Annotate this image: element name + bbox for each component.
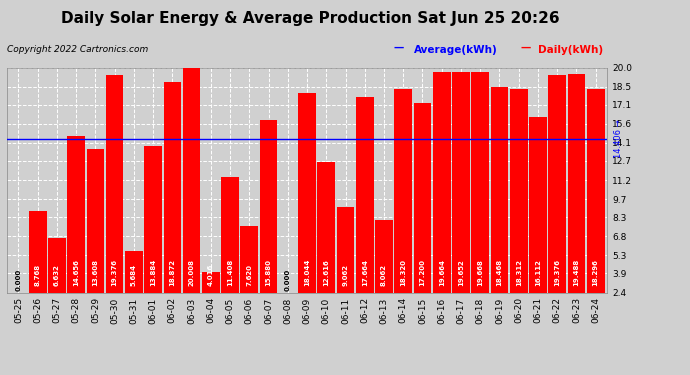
Bar bbox=[375, 220, 393, 323]
Text: 8.768: 8.768 bbox=[34, 264, 41, 286]
Bar bbox=[125, 251, 143, 323]
Text: 0.000: 0.000 bbox=[285, 269, 290, 291]
Text: 19.376: 19.376 bbox=[554, 259, 560, 286]
Bar bbox=[549, 75, 566, 323]
Bar bbox=[356, 98, 373, 323]
Text: 17.200: 17.200 bbox=[420, 259, 426, 286]
Text: 7.620: 7.620 bbox=[246, 264, 253, 286]
Text: 18.468: 18.468 bbox=[496, 259, 502, 286]
Text: 19.652: 19.652 bbox=[458, 260, 464, 286]
Text: 9.062: 9.062 bbox=[342, 264, 348, 286]
Text: 19.664: 19.664 bbox=[439, 259, 445, 286]
Bar bbox=[337, 207, 355, 323]
Text: 18.296: 18.296 bbox=[593, 259, 599, 286]
Text: 18.044: 18.044 bbox=[304, 259, 310, 286]
Text: Copyright 2022 Cartronics.com: Copyright 2022 Cartronics.com bbox=[7, 45, 148, 54]
Text: 18.872: 18.872 bbox=[169, 259, 175, 286]
Bar bbox=[259, 120, 277, 323]
Text: 13.608: 13.608 bbox=[92, 259, 99, 286]
Text: Average(kWh): Average(kWh) bbox=[414, 45, 497, 55]
Bar bbox=[202, 272, 219, 323]
Bar bbox=[433, 72, 451, 323]
Bar bbox=[68, 136, 85, 323]
Text: 14.656: 14.656 bbox=[73, 259, 79, 286]
Text: 16.112: 16.112 bbox=[535, 259, 541, 286]
Text: 18.312: 18.312 bbox=[515, 259, 522, 286]
Bar bbox=[510, 89, 528, 323]
Bar bbox=[452, 72, 470, 323]
Text: Daily(kWh): Daily(kWh) bbox=[538, 45, 603, 55]
Text: 14.406 →: 14.406 → bbox=[614, 120, 623, 158]
Text: 11.408: 11.408 bbox=[227, 259, 233, 286]
Text: 17.664: 17.664 bbox=[362, 259, 368, 286]
Text: —: — bbox=[393, 43, 404, 53]
Bar bbox=[241, 226, 258, 323]
Bar bbox=[106, 75, 124, 323]
Bar bbox=[86, 149, 104, 323]
Bar bbox=[568, 74, 585, 323]
Text: 13.884: 13.884 bbox=[150, 259, 156, 286]
Text: —: — bbox=[521, 43, 531, 53]
Text: 0.000: 0.000 bbox=[15, 269, 21, 291]
Text: 6.632: 6.632 bbox=[54, 264, 60, 286]
Bar bbox=[298, 93, 316, 323]
Bar bbox=[317, 162, 335, 323]
Bar bbox=[183, 68, 201, 323]
Bar bbox=[164, 82, 181, 323]
Text: 19.376: 19.376 bbox=[112, 259, 118, 286]
Bar bbox=[471, 72, 489, 323]
Text: 19.668: 19.668 bbox=[477, 259, 483, 286]
Bar bbox=[413, 103, 431, 323]
Text: 20.008: 20.008 bbox=[188, 259, 195, 286]
Text: 8.062: 8.062 bbox=[381, 264, 387, 286]
Text: 4.016: 4.016 bbox=[208, 264, 214, 286]
Bar bbox=[491, 87, 509, 323]
Bar bbox=[529, 117, 546, 323]
Bar bbox=[144, 146, 162, 323]
Bar bbox=[586, 89, 604, 323]
Bar bbox=[48, 238, 66, 323]
Text: 18.320: 18.320 bbox=[400, 259, 406, 286]
Text: 19.488: 19.488 bbox=[573, 259, 580, 286]
Text: 5.684: 5.684 bbox=[131, 264, 137, 286]
Bar bbox=[221, 177, 239, 323]
Text: 15.880: 15.880 bbox=[266, 259, 272, 286]
Text: Daily Solar Energy & Average Production Sat Jun 25 20:26: Daily Solar Energy & Average Production … bbox=[61, 11, 560, 26]
Bar bbox=[29, 211, 46, 323]
Text: 12.616: 12.616 bbox=[324, 260, 329, 286]
Bar bbox=[395, 89, 412, 323]
